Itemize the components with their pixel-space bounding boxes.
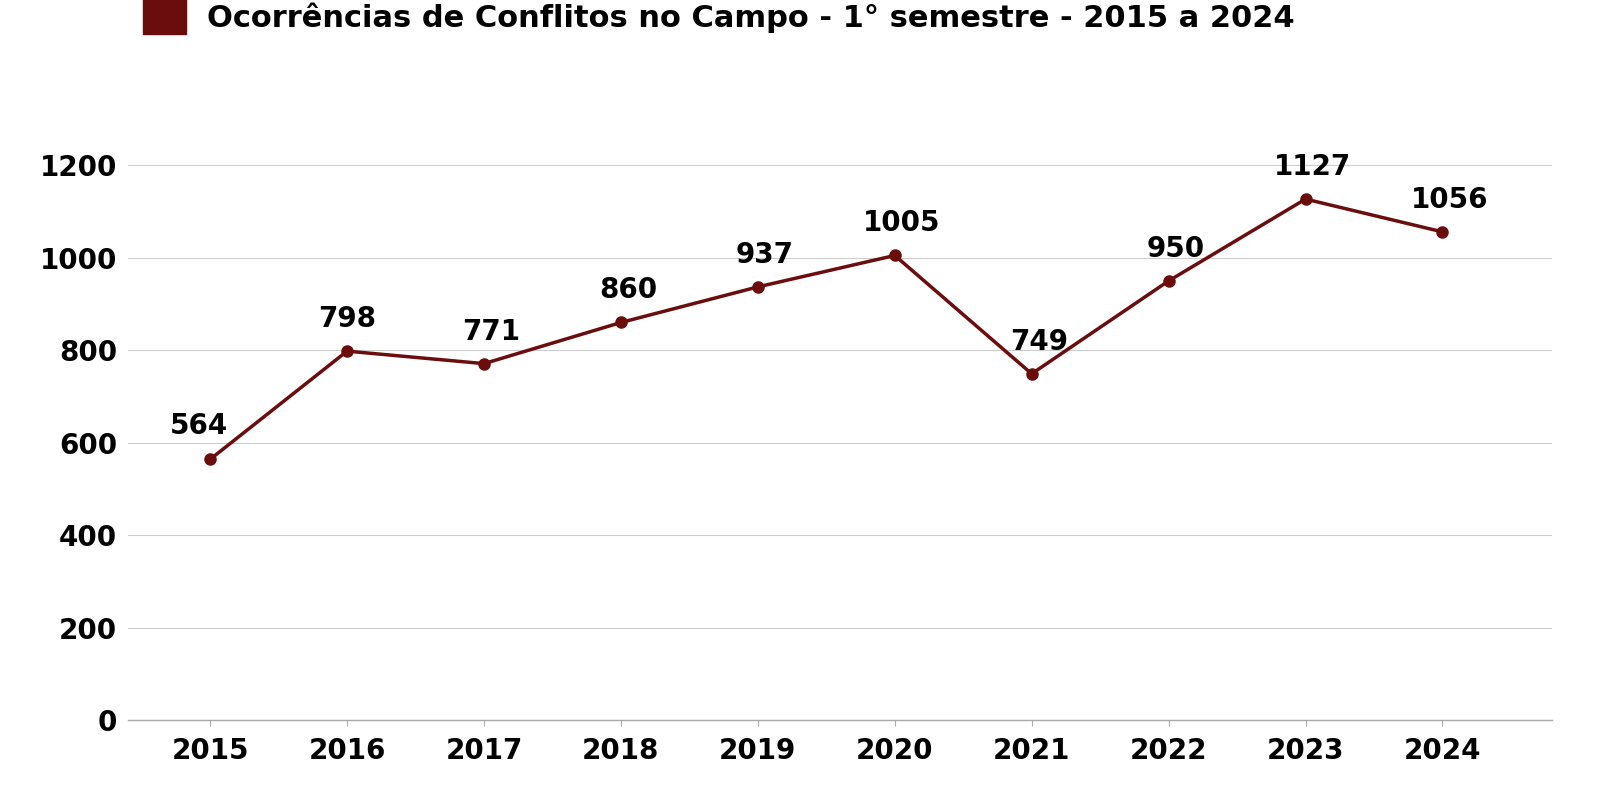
Text: 798: 798 bbox=[318, 305, 376, 333]
Text: 564: 564 bbox=[170, 412, 229, 440]
Legend: Ocorrências de Conflitos no Campo - 1° semestre - 2015 a 2024: Ocorrências de Conflitos no Campo - 1° s… bbox=[144, 0, 1294, 34]
Text: 749: 749 bbox=[1010, 328, 1067, 356]
Text: 1005: 1005 bbox=[862, 210, 941, 238]
Text: 1127: 1127 bbox=[1274, 153, 1350, 181]
Text: 1056: 1056 bbox=[1411, 186, 1488, 214]
Text: 771: 771 bbox=[462, 318, 520, 346]
Text: 950: 950 bbox=[1147, 235, 1205, 263]
Text: 937: 937 bbox=[736, 241, 794, 269]
Text: 860: 860 bbox=[598, 277, 658, 305]
